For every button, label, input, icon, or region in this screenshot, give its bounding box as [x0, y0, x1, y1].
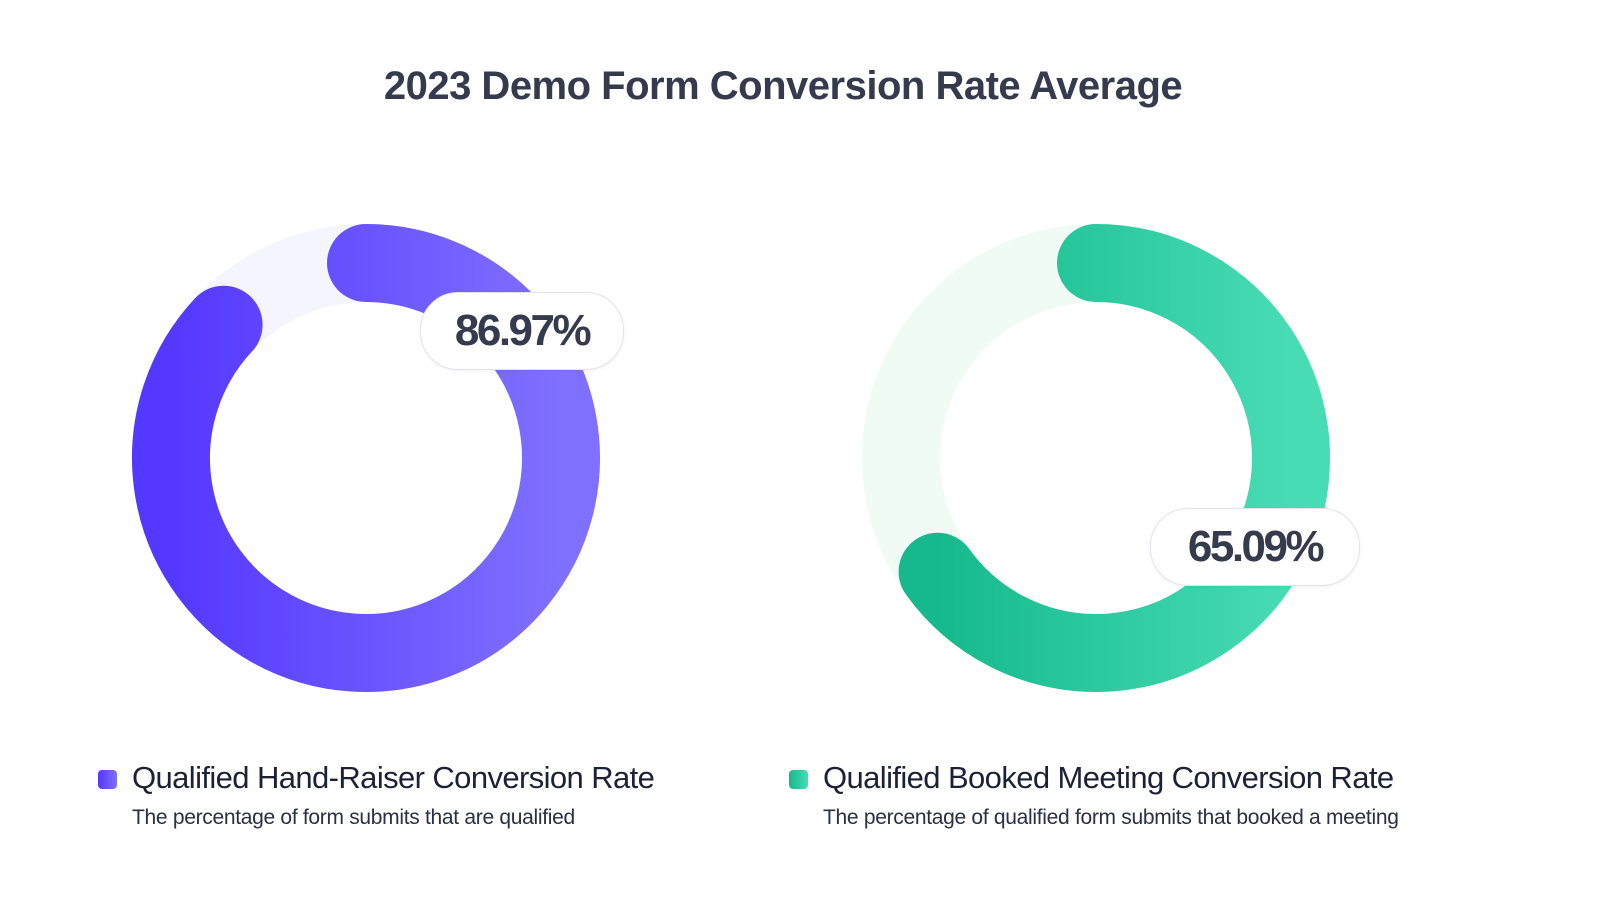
chart-title: 2023 Demo Form Conversion Rate Average	[383, 64, 1183, 108]
value-label-hand-raiser: 86.97%	[420, 292, 624, 370]
value-label-booked-meeting: 65.09%	[1150, 508, 1360, 586]
legend-label-booked-meeting: Qualified Booked Meeting Conversion Rate	[823, 760, 1394, 795]
legend-description-hand-raiser: The percentage of form submits that are …	[132, 806, 575, 829]
legend-description-booked-meeting: The percentage of qualified form submits…	[823, 806, 1399, 829]
legend-swatch-booked-meeting	[789, 770, 808, 789]
legend-swatch-hand-raiser	[98, 770, 117, 789]
legend-label-hand-raiser: Qualified Hand-Raiser Conversion Rate	[132, 760, 655, 795]
